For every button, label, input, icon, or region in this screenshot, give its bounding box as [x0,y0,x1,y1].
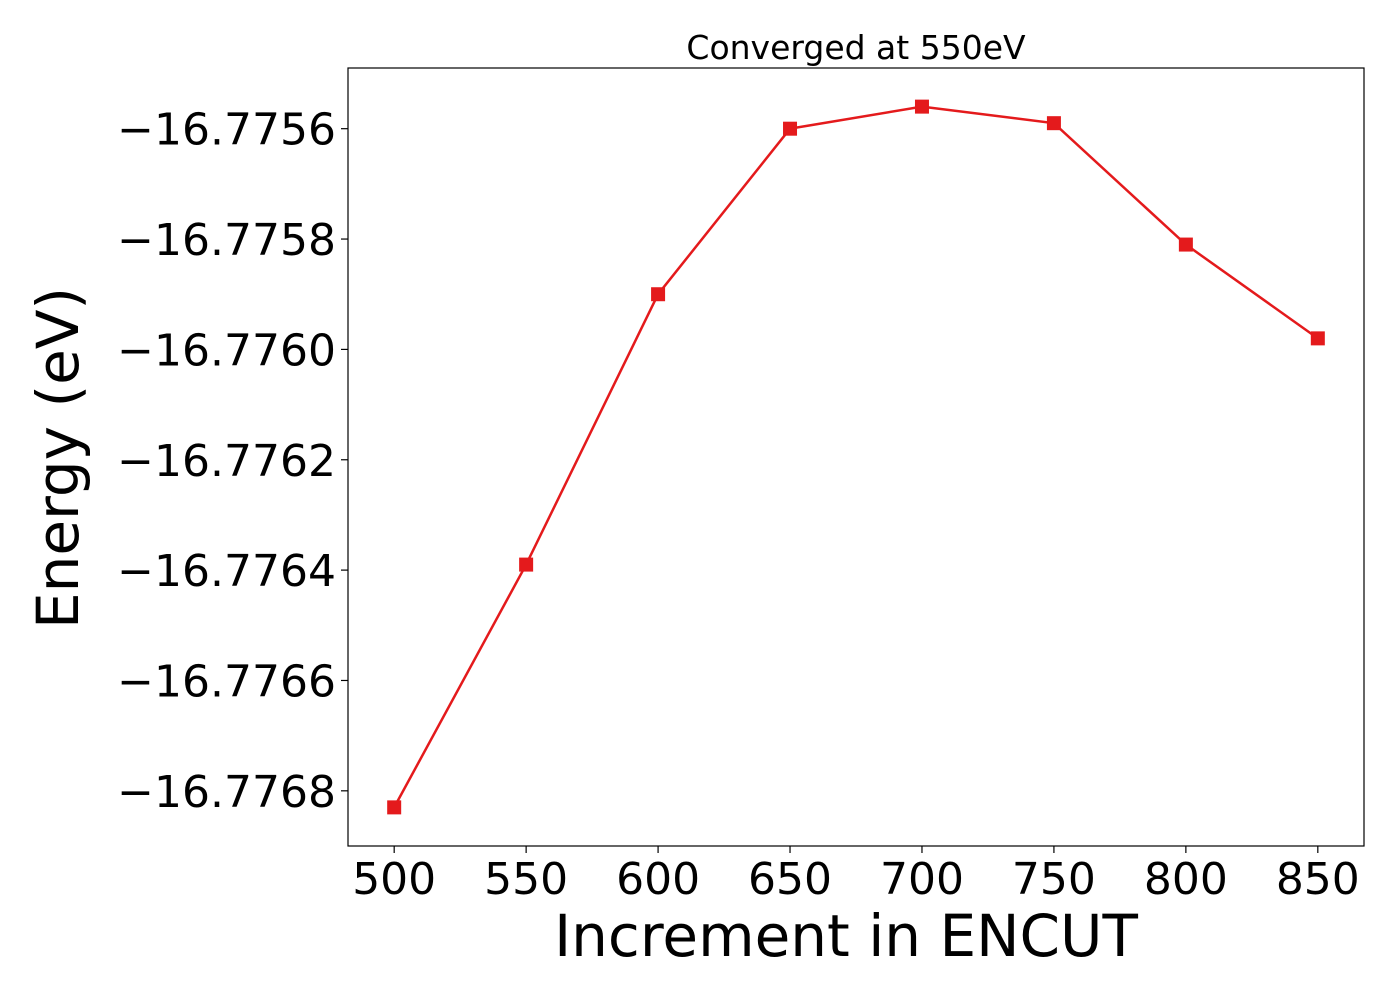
series-layer [387,99,1325,815]
y-tick-label: −16.7756 [117,105,336,156]
y-axis-ticks: −16.7768 −16.7766 −16.7764 −16.7762 −16.7760… [117,105,348,818]
y-axis-title: Energy (eV) [24,287,92,629]
x-tick-label: 500 [352,854,436,905]
data-point-marker [387,800,402,815]
data-point-marker [783,121,798,136]
chart-title: Converged at 550eV [686,28,1026,67]
x-tick-label: 550 [484,854,568,905]
data-point-marker [519,557,534,572]
data-point-marker [1310,331,1325,346]
x-tick-label: 600 [616,854,700,905]
plot-area-frame [347,67,1365,847]
data-point-marker [651,287,666,302]
x-tick-label: 650 [748,854,832,905]
x-tick-label: 700 [880,854,964,905]
x-axis-title: Increment in ENCUT [554,902,1138,970]
y-tick-label: −16.7760 [117,325,336,376]
y-tick-label: −16.7764 [117,546,336,597]
x-tick-label: 800 [1144,854,1228,905]
x-tick-label: 850 [1276,854,1360,905]
data-point-marker [914,99,929,114]
data-point-marker [1046,116,1061,131]
series-line [393,105,1319,808]
y-tick-label: −16.7766 [117,656,336,707]
y-tick-label: −16.7758 [117,215,336,266]
data-point-marker [1178,237,1193,252]
y-tick-label: −16.7762 [117,436,336,487]
y-tick-label: −16.7768 [117,767,336,818]
x-tick-label: 750 [1012,854,1096,905]
x-axis-ticks: 500 550 600 650 700 750 800 850 [352,846,1360,905]
